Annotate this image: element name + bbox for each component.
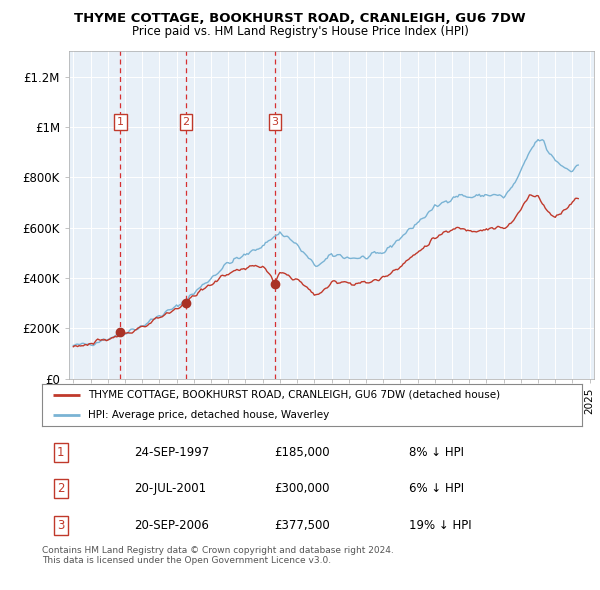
Text: 1: 1 <box>117 117 124 127</box>
Text: THYME COTTAGE, BOOKHURST ROAD, CRANLEIGH, GU6 7DW: THYME COTTAGE, BOOKHURST ROAD, CRANLEIGH… <box>74 12 526 25</box>
Text: THYME COTTAGE, BOOKHURST ROAD, CRANLEIGH, GU6 7DW (detached house): THYME COTTAGE, BOOKHURST ROAD, CRANLEIGH… <box>88 390 500 400</box>
Text: 24-SEP-1997: 24-SEP-1997 <box>134 446 209 459</box>
Text: 1: 1 <box>57 446 65 459</box>
Text: 2: 2 <box>57 482 65 495</box>
Text: 3: 3 <box>272 117 278 127</box>
Text: 20-JUL-2001: 20-JUL-2001 <box>134 482 206 495</box>
Text: Contains HM Land Registry data © Crown copyright and database right 2024.
This d: Contains HM Land Registry data © Crown c… <box>42 546 394 565</box>
Text: 3: 3 <box>57 519 65 532</box>
Text: HPI: Average price, detached house, Waverley: HPI: Average price, detached house, Wave… <box>88 409 329 419</box>
Text: £300,000: £300,000 <box>274 482 330 495</box>
Text: 8% ↓ HPI: 8% ↓ HPI <box>409 446 464 459</box>
Text: 2: 2 <box>182 117 190 127</box>
Text: Price paid vs. HM Land Registry's House Price Index (HPI): Price paid vs. HM Land Registry's House … <box>131 25 469 38</box>
Text: £377,500: £377,500 <box>274 519 330 532</box>
Text: 20-SEP-2006: 20-SEP-2006 <box>134 519 209 532</box>
Text: 6% ↓ HPI: 6% ↓ HPI <box>409 482 464 495</box>
Text: 19% ↓ HPI: 19% ↓ HPI <box>409 519 472 532</box>
Text: £185,000: £185,000 <box>274 446 330 459</box>
